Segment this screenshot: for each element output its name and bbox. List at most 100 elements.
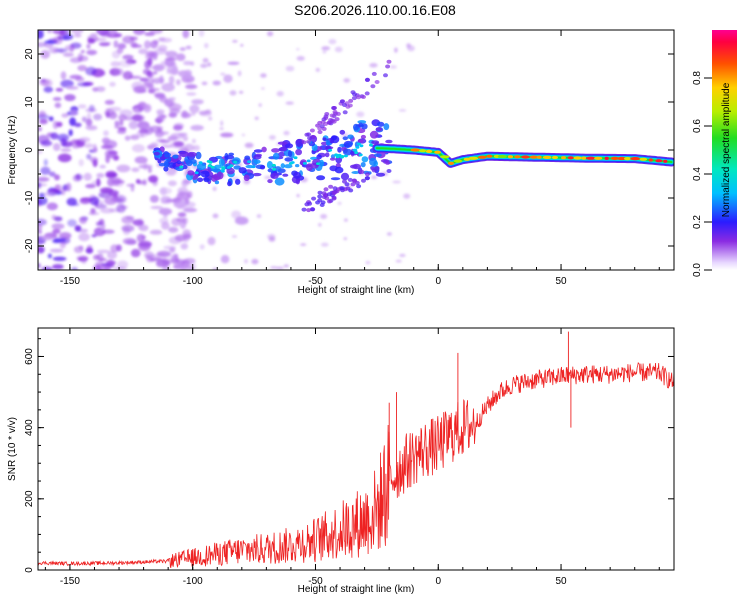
noise-blob — [59, 241, 66, 249]
noise-blob — [136, 180, 147, 185]
snr-y-ticks: 0 200 400 600 — [24, 338, 674, 573]
y-tick-label: 20 — [24, 48, 35, 60]
ridge-blob — [342, 103, 347, 107]
spectrogram-x-ticks: -150 -100 -50 0 50 — [44, 30, 660, 287]
ridge-blob — [252, 172, 262, 177]
noise-blob — [146, 70, 152, 78]
noise-blob — [343, 78, 351, 83]
noise-blob — [86, 153, 92, 160]
noise-blob — [99, 164, 106, 169]
noise-blob — [167, 180, 177, 187]
noise-blob — [207, 236, 216, 246]
ridge-blob — [270, 172, 279, 179]
noise-blob — [240, 44, 244, 47]
noise-blob — [38, 42, 46, 48]
noise-blob — [70, 109, 78, 116]
noise-blob — [124, 135, 131, 141]
ridge-blob — [361, 95, 366, 99]
ridge-blob — [171, 157, 179, 162]
ridge-blob — [295, 138, 303, 147]
snr-y-label: SNR (10 * v/v) — [7, 417, 18, 481]
ridge-blob — [277, 141, 288, 145]
noise-blob — [72, 203, 80, 206]
noise-blob — [131, 144, 145, 153]
noise-blob — [258, 103, 262, 107]
y-tick-label: -10 — [24, 190, 35, 205]
noise-blob — [212, 213, 219, 219]
noise-blob — [38, 246, 45, 254]
noise-blob — [85, 66, 97, 76]
ridge-blob — [350, 182, 356, 187]
ridge-blob — [364, 77, 370, 82]
y-tick-label: -20 — [24, 238, 35, 253]
noise-blob — [47, 253, 53, 259]
ridge-blob — [359, 170, 365, 174]
ridge-blob — [233, 165, 241, 170]
ridge-peak — [573, 156, 582, 160]
noise-blob — [109, 191, 118, 196]
noise-blob — [130, 248, 141, 258]
ridge-blob — [229, 164, 234, 168]
noise-blob — [241, 133, 245, 137]
noise-blob — [159, 187, 173, 195]
noise-blob — [47, 30, 52, 34]
ridge-peak — [410, 148, 421, 152]
noise-blob — [60, 79, 74, 88]
ridge-blob — [196, 163, 207, 171]
noise-blob — [219, 127, 224, 130]
noise-blob — [386, 232, 392, 236]
noise-blob — [131, 114, 143, 122]
noise-blob — [183, 143, 195, 152]
noise-blob — [176, 205, 189, 210]
ridge-blob — [179, 151, 189, 158]
noise-blob — [89, 196, 100, 206]
noise-blob — [114, 120, 120, 127]
ridge-blob — [261, 146, 267, 153]
ridge-blob — [337, 146, 342, 153]
snr-x-ticks: -150 -100 -50 0 50 — [44, 328, 660, 587]
noise-blob — [44, 191, 57, 197]
noise-blob — [87, 38, 96, 44]
ridge-blob — [364, 172, 370, 177]
noise-blob — [51, 214, 57, 220]
noise-blob — [73, 33, 82, 38]
ridge-blob — [352, 178, 357, 183]
noise-blob — [275, 266, 284, 270]
ridge-blob — [349, 141, 353, 146]
noise-blob — [163, 245, 176, 250]
ridge-peak — [610, 156, 619, 160]
noise-blob — [256, 214, 262, 219]
noise-blob — [104, 196, 118, 206]
noise-blob — [117, 43, 127, 50]
ridge-blob — [339, 129, 346, 135]
noise-blob — [371, 175, 378, 179]
spectrogram-y-ticks: -20 -10 0 10 20 — [24, 29, 674, 271]
noise-blob — [41, 236, 53, 241]
snr-frame — [37, 327, 675, 571]
noise-blob — [220, 255, 230, 264]
noise-blob — [52, 120, 59, 130]
noise-blob — [101, 137, 111, 144]
noise-blob — [205, 109, 212, 114]
noise-blob — [86, 244, 93, 252]
noise-blob — [189, 104, 200, 114]
ridge-blob — [340, 172, 350, 181]
noise-blob — [180, 243, 189, 250]
ridge-blob — [277, 151, 286, 157]
ridge-peak — [468, 156, 479, 160]
ridge-blob — [327, 199, 332, 204]
noise-blob — [144, 40, 151, 49]
ridge-blob — [359, 144, 364, 148]
noise-blob — [98, 42, 111, 47]
noise-blob — [399, 253, 406, 257]
x-tick-label: -50 — [308, 576, 323, 587]
noise-blob — [52, 229, 61, 234]
noise-blob — [62, 52, 74, 57]
noise-blob — [154, 79, 159, 85]
noise-blob — [296, 56, 305, 61]
noise-blob — [199, 244, 205, 250]
ridge-peak — [447, 161, 455, 165]
noise-blob — [177, 212, 187, 218]
noise-blob — [137, 242, 152, 247]
noise-blob — [232, 40, 238, 43]
